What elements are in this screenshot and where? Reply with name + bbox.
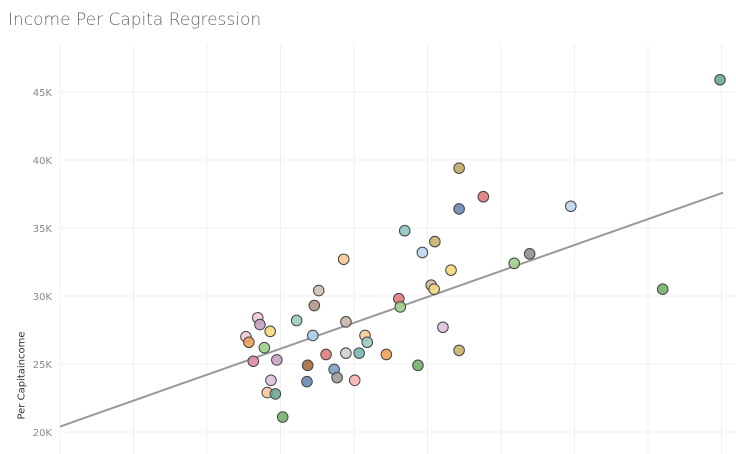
data-point (312, 284, 325, 297)
data-point (416, 246, 429, 259)
data-point (340, 347, 352, 359)
y-tick-label: 45K (33, 88, 53, 99)
data-point (254, 318, 266, 331)
chart-title: Income Per Capita Regression (8, 10, 262, 30)
data-point (361, 336, 374, 349)
data-point (290, 314, 303, 327)
data-point (714, 73, 726, 86)
data-point (258, 341, 271, 354)
data-point (340, 316, 352, 328)
data-point (428, 283, 440, 296)
data-point (308, 299, 321, 312)
data-point (656, 283, 669, 296)
data-point (437, 321, 449, 334)
data-point (429, 235, 441, 248)
y-tick-label: 30K (33, 292, 53, 303)
y-tick-label: 40K (33, 156, 53, 167)
y-tick-label: 20K (33, 428, 53, 439)
data-point (453, 162, 465, 174)
y-tick-label: 35K (33, 224, 53, 235)
data-point (477, 190, 490, 203)
data-point (265, 374, 277, 387)
y-axis-label: Per Capitaincome (16, 331, 28, 420)
data-point (331, 371, 343, 384)
data-point (271, 354, 283, 366)
data-point (565, 200, 577, 213)
data-point (307, 329, 319, 342)
data-point (394, 301, 407, 313)
data-point (412, 359, 424, 372)
data-point (508, 257, 521, 270)
data-point (348, 374, 361, 387)
data-point (353, 347, 365, 359)
data-point (320, 348, 332, 361)
regression-line (59, 191, 724, 428)
data-point (264, 325, 277, 338)
data-point (453, 344, 465, 357)
data-point (445, 264, 457, 276)
data-point (269, 388, 282, 400)
data-point (301, 359, 314, 372)
data-point (398, 224, 411, 237)
data-point (453, 203, 465, 215)
data-point (247, 355, 260, 368)
data-point (301, 375, 313, 388)
y-tick-label: 25K (33, 360, 53, 371)
data-point (523, 248, 536, 260)
data-point (243, 336, 255, 349)
data-point (276, 411, 289, 423)
data-point (380, 348, 393, 361)
data-point (337, 253, 350, 266)
